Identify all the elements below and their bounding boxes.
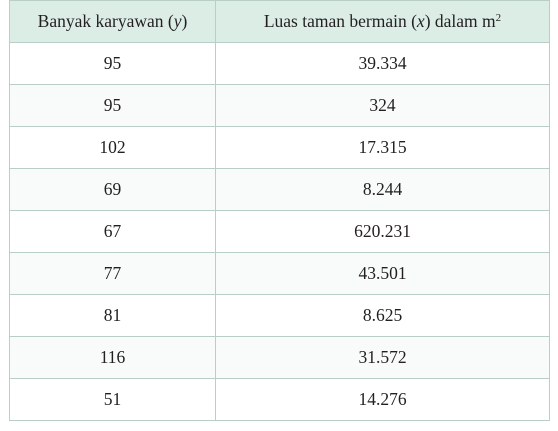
header-playground-area-text: Luas taman bermain ( [263, 11, 417, 31]
cell-playground-area: 324 [215, 84, 550, 127]
cell-employee-count: 102 [9, 126, 216, 169]
header-playground-area-variable: x [416, 11, 425, 31]
table-row: 69 8.244 [9, 168, 550, 211]
cell-employee-count: 51 [9, 378, 216, 421]
cell-playground-area: 620.231 [215, 210, 550, 253]
table-row: 95 39.334 [9, 42, 550, 85]
cell-playground-area: 31.572 [215, 336, 550, 379]
data-table: Banyak karyawan (y) Luas taman bermain (… [9, 0, 550, 421]
cell-employee-count: 116 [9, 336, 216, 379]
cell-playground-area: 8.625 [215, 294, 550, 337]
table-row: 67 620.231 [9, 210, 550, 253]
table-row: 95 324 [9, 84, 550, 127]
cell-employee-count: 81 [9, 294, 216, 337]
cell-playground-area: 14.276 [215, 378, 550, 421]
header-playground-area: Luas taman bermain (x) dalam m2 [215, 0, 550, 43]
header-playground-area-exponent: 2 [495, 12, 502, 24]
table-body: 95 39.334 95 324 102 17.315 69 8.244 67 … [9, 42, 550, 421]
header-employee-count: Banyak karyawan (y) [9, 0, 216, 43]
cell-employee-count: 95 [9, 42, 216, 85]
cell-employee-count: 67 [9, 210, 216, 253]
table-container: Banyak karyawan (y) Luas taman bermain (… [9, 0, 550, 421]
header-employee-count-variable: y [173, 11, 182, 31]
cell-employee-count: 95 [9, 84, 216, 127]
table-row: 81 8.625 [9, 294, 550, 337]
cell-playground-area: 43.501 [215, 252, 550, 295]
header-employee-count-text: Banyak karyawan ( [37, 11, 174, 31]
table-row: 116 31.572 [9, 336, 550, 379]
table-row: 51 14.276 [9, 378, 550, 421]
header-playground-area-rest: ) dalam m [424, 11, 496, 31]
cell-playground-area: 8.244 [215, 168, 550, 211]
table-row: 102 17.315 [9, 126, 550, 169]
header-row: Banyak karyawan (y) Luas taman bermain (… [9, 0, 550, 43]
header-employee-count-close: ) [181, 11, 188, 31]
cell-employee-count: 77 [9, 252, 216, 295]
table-row: 77 43.501 [9, 252, 550, 295]
cell-playground-area: 39.334 [215, 42, 550, 85]
cell-playground-area: 17.315 [215, 126, 550, 169]
table-header: Banyak karyawan (y) Luas taman bermain (… [9, 0, 550, 43]
cell-employee-count: 69 [9, 168, 216, 211]
